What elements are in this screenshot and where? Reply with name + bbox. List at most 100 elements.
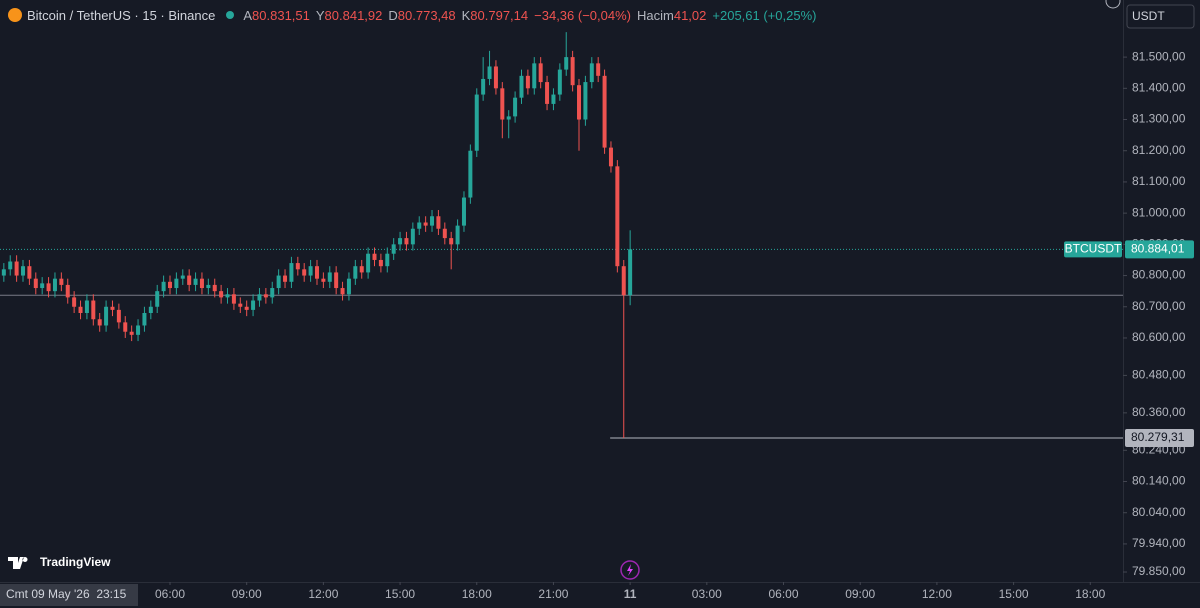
candle-body [193, 278, 198, 285]
candle-body [91, 300, 96, 320]
candle-body [206, 284, 211, 289]
candle-body [129, 331, 134, 335]
y-tick-label: 81.000,00 [1132, 205, 1186, 219]
axes: 81.500,00 81.400,00 81.300,00 81.200,00 81.1… [155, 49, 1186, 601]
candle-body [308, 266, 313, 276]
candle-body [104, 306, 109, 326]
x-tick-label: 12:00 [308, 587, 338, 601]
symbol-title: Bitcoin / TetherUS · 15 · Binance [27, 7, 216, 23]
candle-body [78, 306, 83, 314]
candle-body [97, 319, 102, 326]
candle-body [615, 166, 620, 267]
candle-body [167, 281, 172, 289]
candle-body [52, 278, 57, 292]
candle-body [474, 94, 479, 151]
candle-body [1, 269, 6, 276]
change: −34,36 (−0,04%) [534, 7, 631, 23]
candle-body [589, 63, 594, 83]
candle-body [557, 69, 562, 95]
logo: TradingView [8, 555, 111, 569]
candle-body [538, 63, 543, 83]
status-dot [226, 11, 235, 19]
x-tick-label: 03:00 [692, 587, 722, 601]
logo-icon [8, 557, 28, 569]
candle-body [525, 75, 530, 89]
ohlc-label: Y [315, 7, 325, 23]
candle-body [385, 253, 390, 267]
candle-body [327, 272, 332, 282]
candle-body [398, 238, 403, 245]
candle-body [468, 150, 473, 198]
event-icon-bolt [627, 564, 633, 576]
y-tick-label: 80.480,00 [1132, 368, 1186, 382]
candle-body [506, 116, 511, 120]
low-price-label: 80.279,31 [1131, 430, 1185, 444]
add-icon[interactable] [1105, 0, 1121, 9]
volume-change: +205,61 (+0,25%) [712, 7, 817, 23]
candle-body [251, 300, 256, 310]
candle-body [123, 322, 128, 332]
x-tick-label: 09:00 [845, 587, 875, 601]
ohlc-values: A 80.831,51 Y 80.841,92 D 80.773,48 K 80.797,14 [237, 8, 528, 23]
candle-body [442, 228, 447, 239]
x-tick-label: 15:00 [999, 587, 1029, 601]
candle-body [583, 82, 588, 120]
candle-body [340, 288, 345, 295]
candle-body [283, 275, 288, 282]
candle-body [410, 228, 415, 245]
candle-body [353, 266, 358, 279]
last-price-label: 80.884,01 [1131, 242, 1185, 256]
ohlc-label: K [461, 7, 471, 23]
last-price-box [1125, 240, 1194, 259]
candle-body [372, 253, 377, 260]
candle-body [461, 197, 466, 226]
x-tick-label: 18:00 [462, 587, 492, 601]
candle-body [577, 85, 582, 120]
candle-body [110, 306, 115, 310]
event-icon[interactable] [620, 560, 640, 580]
candle-body [602, 75, 607, 148]
candle-body [59, 278, 64, 285]
candle-body [314, 266, 319, 279]
candle-body [321, 278, 326, 282]
candle-body [359, 266, 364, 273]
candle-body [180, 275, 185, 279]
y-tick-label: 81.200,00 [1132, 143, 1186, 157]
y-tick-label: 79.850,00 [1132, 564, 1186, 578]
legend: Bitcoin / TetherUS · 15 · Binance A 80.83… [8, 6, 816, 24]
candle-body [366, 253, 371, 273]
candle-body [455, 225, 460, 245]
candle-body [430, 216, 435, 226]
candle-body [72, 297, 77, 307]
candle-body [417, 222, 422, 229]
symbol-icon-circle [8, 8, 22, 22]
candle-body [596, 63, 601, 76]
candle-body [231, 294, 236, 304]
last-price-name: BTCUSDT [1065, 242, 1122, 256]
ohlc-value: 80.831,51 [252, 7, 310, 23]
y-tick-label: 80.360,00 [1132, 405, 1186, 419]
y-tick-label: 81.300,00 [1132, 112, 1186, 126]
candle-body [404, 238, 409, 245]
candle-body [219, 291, 224, 298]
candle-body [263, 294, 268, 298]
crosshair-time: Cmt 09 May '26 23:15 [6, 587, 127, 601]
candle-body [378, 259, 383, 267]
candle-body [161, 281, 166, 292]
candle-body [513, 97, 518, 117]
y-tick-label: 81.100,00 [1132, 174, 1186, 188]
currency-box[interactable] [1126, 4, 1195, 29]
candle-body [481, 78, 486, 95]
crosshair-time-box [0, 584, 138, 606]
low-price-box [1125, 429, 1194, 448]
ohlc-value: 80.797,14 [470, 7, 529, 23]
x-tick-label: 11 [624, 587, 637, 601]
candle-body [8, 261, 13, 270]
ohlc-label: A [243, 7, 253, 23]
candle-body [519, 75, 524, 98]
candle-body [14, 261, 19, 276]
candle-body [532, 63, 537, 89]
